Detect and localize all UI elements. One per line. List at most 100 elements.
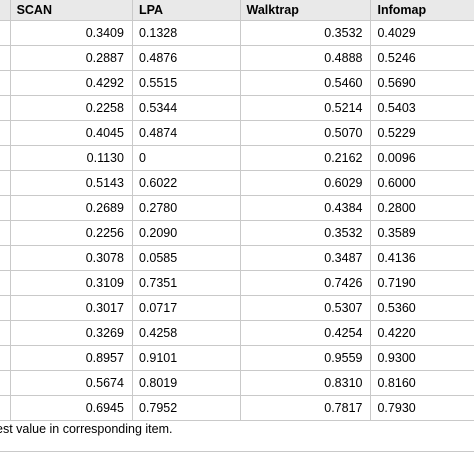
cell-scan: 0.3078 — [9, 244, 133, 270]
cell-infomap: 0.5246 — [370, 44, 474, 70]
table-row: 0.5674 0.8019 0.8310 0.8160 — [0, 369, 474, 395]
cell-scan: 0.3017 — [9, 294, 133, 320]
cell-lpa: 0.4874 — [131, 119, 240, 145]
cell-lpa: 0.9101 — [131, 344, 240, 370]
table-row: 0.2256 0.2090 0.3532 0.3589 — [0, 219, 474, 245]
cell-infomap: 0.5403 — [370, 94, 474, 120]
cell-scan: 0.2256 — [9, 219, 133, 245]
cell-stub — [0, 294, 11, 320]
cell-infomap: 0.3589 — [370, 219, 474, 245]
table-row: 0.5143 0.6022 0.6029 0.6000 — [0, 169, 474, 195]
table-row: 0.2258 0.5344 0.5214 0.5403 — [0, 94, 474, 120]
table-row: 0.3269 0.4258 0.4254 0.4220 — [0, 319, 474, 345]
cell-infomap: 0.7190 — [370, 269, 474, 295]
cell-stub — [0, 194, 11, 220]
cell-walktrap: 0.7426 — [239, 269, 371, 295]
cell-stub — [0, 269, 11, 295]
cell-stub — [0, 394, 11, 421]
cell-walktrap: 0.3532 — [239, 19, 371, 45]
cell-lpa: 0.8019 — [131, 369, 240, 395]
cell-lpa: 0.4876 — [131, 44, 240, 70]
table-body: 0.3409 0.1328 0.3532 0.4029 0.2887 0.4876 0.48… — [0, 19, 474, 421]
cell-lpa: 0.4258 — [131, 319, 240, 345]
cell-walktrap: 0.5307 — [239, 294, 371, 320]
table-row: 0.1130 0 0.2162 0.0096 — [0, 144, 474, 170]
cell-infomap: 0.4029 — [370, 19, 474, 45]
cell-infomap: 0.6000 — [370, 169, 474, 195]
table-row: 0.4292 0.5515 0.5460 0.5690 — [0, 69, 474, 95]
table-row: 0.8957 0.9101 0.9559 0.9300 — [0, 344, 474, 370]
cell-infomap: 0.8160 — [370, 369, 474, 395]
header-scan: SCAN — [9, 0, 133, 20]
cell-infomap: 0.4220 — [370, 319, 474, 345]
cell-infomap: 0.0096 — [370, 144, 474, 170]
cell-walktrap: 0.4888 — [239, 44, 371, 70]
cell-scan: 0.2689 — [9, 194, 133, 220]
cell-infomap: 0.5690 — [370, 69, 474, 95]
cell-lpa: 0.2090 — [131, 219, 240, 245]
results-table: SCAN LPA Walktrap Infomap 0.3409 0.1328 0.… — [0, 0, 474, 421]
footnote-divider — [0, 451, 474, 452]
cell-walktrap: 0.5460 — [239, 69, 371, 95]
cell-walktrap: 0.2162 — [239, 144, 371, 170]
cell-stub — [0, 244, 11, 270]
cell-lpa: 0.6022 — [131, 169, 240, 195]
cell-stub — [0, 44, 11, 70]
header-lpa: LPA — [131, 0, 240, 20]
cell-infomap: 0.4136 — [370, 244, 474, 270]
cell-lpa: 0.0717 — [131, 294, 240, 320]
cell-scan: 0.4045 — [9, 119, 133, 145]
cell-stub — [0, 344, 11, 370]
cell-stub — [0, 319, 11, 345]
table-row: 0.3109 0.7351 0.7426 0.7190 — [0, 269, 474, 295]
cell-infomap: 0.5229 — [370, 119, 474, 145]
cell-scan: 0.3269 — [9, 319, 133, 345]
header-stub — [0, 0, 11, 20]
table-row: 0.2887 0.4876 0.4888 0.5246 — [0, 44, 474, 70]
cell-walktrap: 0.5214 — [239, 94, 371, 120]
cell-stub — [0, 119, 11, 145]
cell-lpa: 0.0585 — [131, 244, 240, 270]
cell-walktrap: 0.3487 — [239, 244, 371, 270]
header-walktrap: Walktrap — [239, 0, 371, 20]
cell-stub — [0, 69, 11, 95]
results-table-container: SCAN LPA Walktrap Infomap 0.3409 0.1328 0.… — [0, 0, 474, 421]
cell-lpa: 0.5515 — [131, 69, 240, 95]
cell-walktrap: 0.5070 — [239, 119, 371, 145]
cell-lpa: 0.7351 — [131, 269, 240, 295]
cell-stub — [0, 369, 11, 395]
table-row: 0.3409 0.1328 0.3532 0.4029 — [0, 19, 474, 45]
cell-infomap: 0.5360 — [370, 294, 474, 320]
table-footnote: est value in corresponding item. — [0, 422, 173, 436]
cell-scan: 0.3409 — [9, 19, 133, 45]
header-infomap: Infomap — [370, 0, 474, 20]
cell-scan: 0.2887 — [9, 44, 133, 70]
cell-walktrap: 0.7817 — [239, 394, 371, 421]
cell-walktrap: 0.3532 — [239, 219, 371, 245]
cell-lpa: 0.1328 — [131, 19, 240, 45]
cell-scan: 0.4292 — [9, 69, 133, 95]
cell-scan: 0.6945 — [9, 394, 133, 421]
cell-walktrap: 0.4254 — [239, 319, 371, 345]
header-row: SCAN LPA Walktrap Infomap — [0, 0, 474, 20]
table-row: 0.4045 0.4874 0.5070 0.5229 — [0, 119, 474, 145]
cell-scan: 0.2258 — [9, 94, 133, 120]
cell-scan: 0.8957 — [9, 344, 133, 370]
cell-scan: 0.1130 — [9, 144, 133, 170]
cell-lpa: 0.5344 — [131, 94, 240, 120]
cell-scan: 0.5143 — [9, 169, 133, 195]
cell-walktrap: 0.8310 — [239, 369, 371, 395]
cell-scan: 0.3109 — [9, 269, 133, 295]
cell-scan: 0.5674 — [9, 369, 133, 395]
cell-infomap: 0.9300 — [370, 344, 474, 370]
cell-walktrap: 0.6029 — [239, 169, 371, 195]
cell-lpa: 0.2780 — [131, 194, 240, 220]
cell-walktrap: 0.4384 — [239, 194, 371, 220]
cell-stub — [0, 144, 11, 170]
cell-infomap: 0.2800 — [370, 194, 474, 220]
cell-stub — [0, 94, 11, 120]
cell-infomap: 0.7930 — [370, 394, 474, 421]
cell-stub — [0, 19, 11, 45]
cell-lpa: 0 — [131, 144, 240, 170]
